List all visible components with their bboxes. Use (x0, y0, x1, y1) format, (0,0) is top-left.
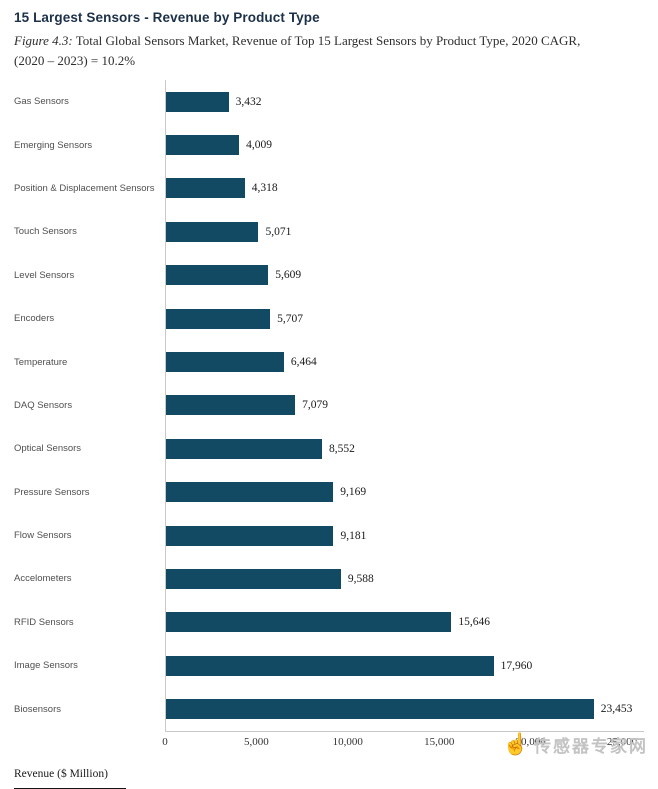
value-label: 7,079 (302, 399, 328, 412)
bar-row: Emerging Sensors 4,009 (14, 123, 644, 167)
category-label: Position & Displacement Sensors (14, 182, 155, 194)
x-tick-label: 25,000 (606, 735, 638, 748)
bar-track: 15,646 (165, 600, 644, 645)
figure-number: Figure 4.3: (14, 33, 73, 48)
x-tick-label: 15,000 (424, 735, 455, 748)
figure-caption: Figure 4.3: Total Global Sensors Market,… (14, 31, 644, 70)
bar (166, 612, 452, 633)
value-label: 9,181 (340, 529, 367, 542)
bar-row: Flow Sensors 9,181 (14, 513, 644, 558)
bar-track: 9,588 (165, 557, 644, 601)
bar-row: Biosensors 23,453 (14, 687, 644, 731)
page-title: 15 Largest Sensors - Revenue by Product … (14, 10, 320, 25)
bar-track: 17,960 (165, 644, 644, 688)
category-label: Pressure Sensors (14, 486, 90, 498)
value-label: 5,071 (265, 225, 292, 238)
bar-row: Position & Displacement Sensors 4,318 (14, 166, 644, 211)
x-axis-line (165, 730, 644, 732)
value-label: 5,609 (275, 269, 302, 282)
hand-icon: ☝ (502, 732, 529, 756)
value-label: 5,707 (277, 312, 303, 325)
x-axis: 0 5,000 10,000 15,000 20,000 25,000 (162, 735, 637, 758)
bar-rows: Gas Sensors 3,432 Emerging Sensors 4,009 Pos… (14, 80, 644, 731)
bar-row: DAQ Sensors 7,079 (14, 383, 644, 428)
bar-track: 7,079 (165, 383, 644, 428)
bar (166, 91, 229, 112)
bar (166, 178, 245, 199)
bar-track: 4,009 (165, 123, 644, 167)
value-label: 15,646 (458, 616, 490, 629)
bar-row: Encoders 5,707 (14, 296, 644, 341)
bar-track: 5,071 (165, 210, 644, 254)
category-label: Emerging Sensors (14, 139, 93, 151)
bar (166, 525, 334, 546)
value-label: 17,960 (500, 659, 533, 672)
category-label: Gas Sensors (14, 96, 69, 108)
category-label: Touch Sensors (14, 226, 77, 238)
bar-row: Gas Sensors 3,432 (14, 80, 644, 124)
bar-track: 9,169 (165, 470, 644, 514)
chart-footer: Revenue ($ Million) (14, 764, 644, 789)
bar-track: 23,453 (165, 687, 644, 731)
bar-track: 6,464 (165, 340, 644, 384)
figure-caption-line1: Figure 4.3: Total Global Sensors Market,… (14, 31, 644, 51)
category-label: Image Sensors (14, 660, 78, 672)
x-tick-label: 10,000 (332, 735, 363, 748)
bar-row: Touch Sensors 5,071 (14, 210, 644, 254)
figure-caption-text: Total Global Sensors Market, Revenue of … (72, 33, 581, 48)
bar-row: Image Sensors 17,960 (14, 644, 644, 688)
bar-track: 4,318 (165, 166, 644, 211)
category-label: DAQ Sensors (14, 399, 73, 411)
bar-track: 5,707 (165, 296, 644, 341)
category-label: Level Sensors (14, 269, 75, 281)
bar (166, 395, 296, 416)
bar-row: Optical Sensors 8,552 (14, 427, 644, 471)
category-label: Biosensors (14, 703, 61, 715)
category-label: Temperature (14, 356, 68, 368)
bar (166, 568, 341, 589)
x-axis-title: Revenue ($ Million) (14, 768, 126, 789)
value-label: 4,009 (246, 139, 272, 152)
watermark-text: 传感器专家网 (534, 737, 648, 756)
value-label: 9,588 (347, 572, 374, 585)
bar (166, 438, 322, 459)
value-label: 23,453 (600, 703, 633, 716)
category-label: Flow Sensors (14, 530, 72, 542)
category-label: Encoders (14, 313, 55, 325)
bar (166, 135, 240, 156)
category-label: Optical Sensors (14, 443, 82, 455)
bar-track: 5,609 (165, 253, 644, 297)
bar-chart: Gas Sensors 3,432 Emerging Sensors 4,009 Pos… (14, 80, 644, 758)
bar (166, 352, 284, 373)
figure-caption-line2: (2020 – 2023) = 10.2% (14, 52, 136, 68)
bar-row: RFID Sensors 15,646 (14, 600, 644, 645)
category-label: RFID Sensors (14, 616, 74, 628)
x-tick-label: 0 (162, 735, 168, 748)
value-label: 3,432 (235, 95, 262, 108)
bar (166, 265, 269, 286)
value-label: 8,552 (328, 442, 355, 455)
bar-row: Accelometers 9,588 (14, 557, 644, 601)
bar (166, 221, 259, 242)
watermark: ☝ 传感器专家网 (503, 732, 648, 757)
bar (166, 655, 494, 676)
x-tick-label: 20,000 (515, 735, 546, 748)
bar-track: 8,552 (165, 427, 644, 471)
bar (166, 699, 594, 720)
bar (166, 308, 271, 329)
bar (166, 482, 334, 503)
value-label: 9,169 (340, 486, 367, 499)
bar-row: Pressure Sensors 9,169 (14, 470, 644, 514)
bar-row: Temperature 6,464 (14, 340, 644, 384)
category-label: Accelometers (14, 573, 72, 585)
value-label: 4,318 (251, 182, 278, 195)
bar-track: 3,432 (165, 80, 644, 124)
bar-track: 9,181 (165, 513, 644, 558)
bar-row: Level Sensors 5,609 (14, 253, 644, 297)
value-label: 6,464 (290, 356, 317, 369)
x-tick-label: 5,000 (244, 735, 269, 748)
